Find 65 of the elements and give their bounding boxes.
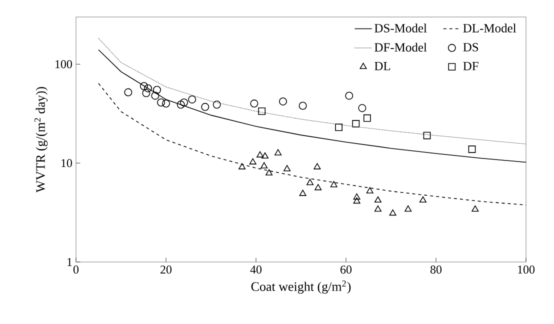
x-tick-label: 60	[340, 266, 352, 274]
point	[142, 89, 150, 98]
point	[153, 86, 161, 94]
y-axis-title: WVTR (g/(m$^{2}$ day))	[34, 87, 48, 193]
point	[306, 178, 314, 186]
point	[330, 181, 338, 188]
x-tick-label: 20	[160, 266, 172, 274]
point	[157, 98, 166, 106]
x-tick-label: 0	[73, 266, 79, 274]
point	[201, 102, 210, 111]
legend-label: DF-Model	[374, 42, 427, 52]
point	[366, 187, 374, 194]
point	[258, 107, 266, 115]
point	[298, 102, 307, 110]
x-tick-label: 100	[518, 266, 535, 274]
point	[358, 104, 366, 112]
point	[389, 209, 396, 216]
legend-label: DL-Model	[463, 24, 516, 32]
point	[284, 165, 291, 172]
point	[261, 152, 269, 159]
point	[162, 100, 170, 108]
point	[472, 205, 479, 212]
point	[468, 146, 476, 153]
point	[124, 88, 132, 96]
legend-label: DS-Model	[374, 24, 427, 32]
x-tick-label: 40	[250, 266, 262, 274]
point	[353, 193, 360, 200]
point	[144, 84, 152, 92]
point	[419, 196, 426, 203]
legend-label: DF	[463, 62, 478, 70]
point	[374, 196, 382, 203]
point	[188, 95, 196, 104]
point	[180, 98, 188, 106]
point	[151, 92, 160, 100]
point	[260, 162, 268, 168]
point	[249, 158, 256, 164]
point	[345, 92, 354, 100]
point	[256, 151, 264, 158]
point	[314, 163, 321, 170]
point	[140, 82, 148, 90]
point	[266, 169, 273, 176]
x-tick-label: 80	[430, 266, 442, 274]
line-series	[98, 38, 526, 144]
point	[363, 114, 371, 122]
point	[176, 100, 185, 109]
point	[423, 132, 431, 140]
x-axis-title: Coat weight (g/m$^{2}$)	[251, 280, 351, 294]
point	[353, 197, 360, 204]
point	[404, 205, 412, 212]
point	[335, 124, 342, 132]
y-tick-label: 10	[62, 159, 72, 168]
point	[274, 149, 282, 156]
legend-label: DS	[463, 43, 478, 52]
y-tick-label: 100	[56, 60, 72, 68]
point	[238, 163, 246, 170]
point	[279, 97, 287, 106]
point	[374, 205, 382, 212]
legend-label: DL	[374, 62, 390, 70]
y-tick-label: 1	[68, 258, 72, 266]
point	[299, 190, 306, 196]
line-series	[98, 82, 526, 206]
point	[314, 184, 322, 190]
point	[352, 120, 360, 128]
point	[250, 100, 258, 108]
point	[212, 100, 221, 109]
